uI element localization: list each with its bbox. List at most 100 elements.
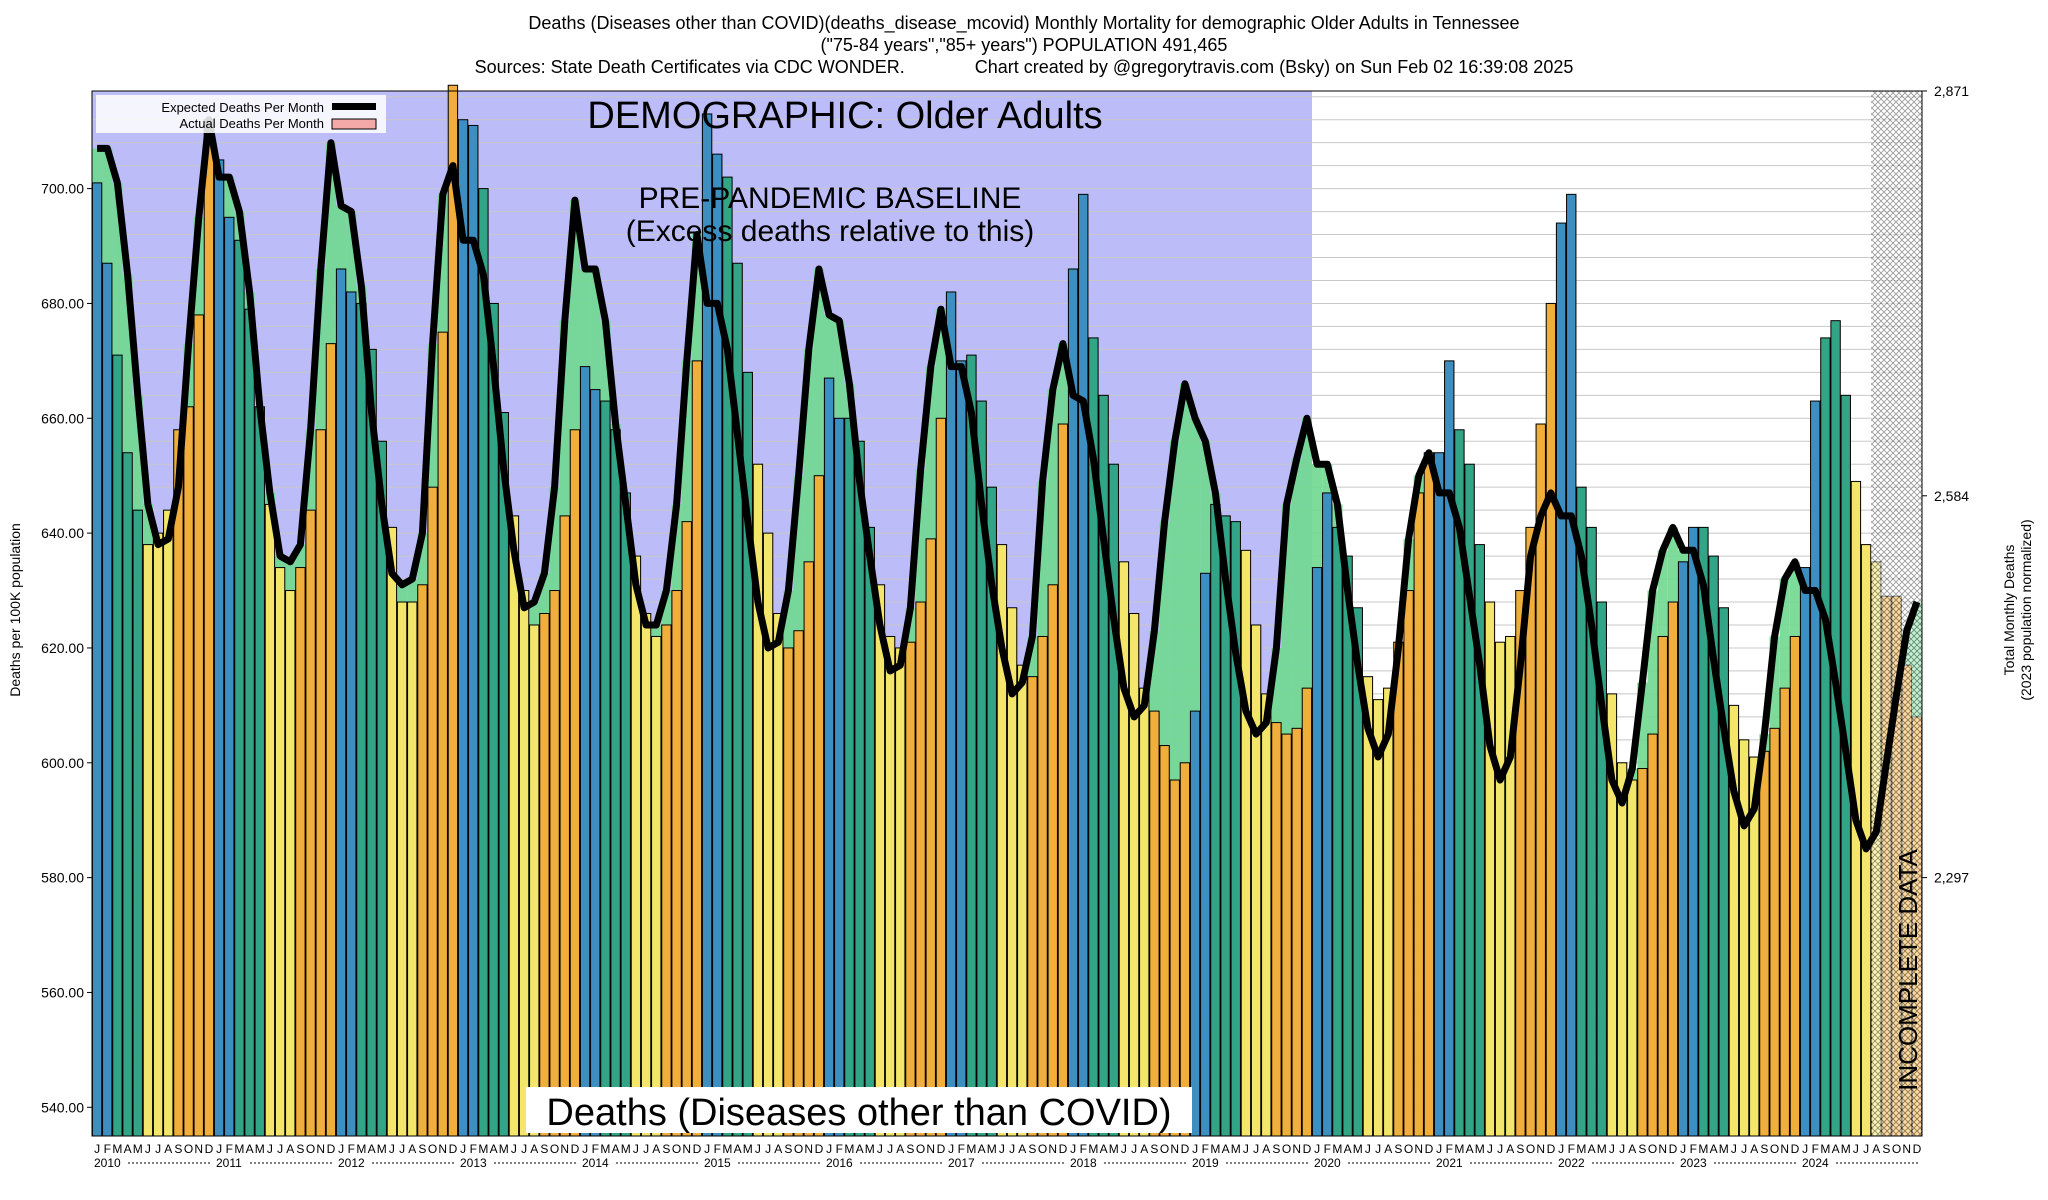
bar-2020-7 (1372, 699, 1384, 1137)
bar-2015-9 (783, 647, 794, 1137)
month-label: N (194, 1142, 203, 1156)
deviation-segment (1312, 464, 1323, 568)
deviation-segment (783, 590, 794, 648)
bar-2017-1 (945, 291, 957, 1137)
bar-2010-3 (112, 354, 123, 1137)
legend-expected-label: Expected Deaths Per Month (161, 100, 324, 115)
axes-layer: 540.00 560.00 580.00 600.00 620.00 640.00 660.… (41, 83, 1969, 1170)
month-label: M (621, 1142, 631, 1156)
deviation-segment (336, 205, 347, 269)
bar-2018-9 (1149, 710, 1160, 1137)
legend-actual-swatch (331, 118, 377, 130)
deviation-segment (92, 148, 103, 183)
month-label: A (1628, 1142, 1636, 1156)
month-label: M (722, 1142, 732, 1156)
bar-2014-4 (610, 429, 621, 1137)
month-label: O (916, 1142, 925, 1156)
bar-2018-12 (1179, 762, 1191, 1137)
month-label: F (1446, 1142, 1453, 1156)
bar-2020-3 (1332, 526, 1343, 1137)
deviation-segment (1149, 630, 1160, 712)
bar-2020-11 (1413, 492, 1424, 1137)
bar-2015-8 (773, 613, 784, 1137)
bar-2016-10 (915, 601, 926, 1137)
bar-2014-11 (681, 521, 692, 1137)
month-label: J (1243, 1142, 1249, 1156)
bar-2011-5 (254, 406, 265, 1137)
bar-2016-9 (905, 641, 916, 1137)
month-label: M (1088, 1142, 1098, 1156)
month-label: J (877, 1142, 883, 1156)
bar-2019-6 (1240, 549, 1252, 1137)
year-label: 2010 (94, 1156, 121, 1170)
bar-2018-7 (1128, 613, 1140, 1137)
month-label: F (1324, 1142, 1331, 1156)
month-label: J (94, 1142, 100, 1156)
bar-2011-12 (325, 343, 337, 1137)
bar-2012-3 (356, 302, 367, 1137)
month-label: D (1425, 1142, 1434, 1156)
deviation-segment (1047, 389, 1058, 585)
month-label: J (1436, 1142, 1442, 1156)
deviation-segment (1037, 481, 1048, 637)
bar-2022-1 (1555, 222, 1567, 1137)
month-label: A (1506, 1142, 1514, 1156)
title-line-2: ("75-84 years","85+ years") POPULATION 4… (820, 35, 1228, 55)
month-label: A (1344, 1142, 1352, 1156)
month-label: F (226, 1142, 233, 1156)
deviation-segment (417, 533, 428, 585)
month-label: J (1192, 1142, 1198, 1156)
month-label: J (1741, 1142, 1747, 1156)
month-label: J (267, 1142, 273, 1156)
deviation-segment (549, 487, 560, 591)
month-label: A (1466, 1142, 1474, 1156)
bar-2019-12 (1301, 687, 1313, 1137)
right-axis-label-2: (2023 population normalized) (2018, 519, 2034, 700)
deviation-segment (529, 602, 540, 625)
year-label: 2012 (338, 1156, 365, 1170)
title-line-3: Sources: State Death Certificates via CD… (474, 57, 1574, 77)
month-label: J (826, 1142, 832, 1156)
bar-2018-5 (1108, 463, 1119, 1137)
deviation-segment (142, 504, 153, 545)
bar-2017-2 (956, 360, 967, 1137)
bar-2017-10 (1037, 635, 1048, 1137)
month-label: N (1292, 1142, 1301, 1156)
right-axis-label-1: Total Monthly Deaths (2001, 545, 2017, 676)
bar-2014-2 (590, 389, 601, 1137)
month-label: A (408, 1142, 416, 1156)
bar-2013-2 (468, 124, 479, 1137)
year-label: 2022 (1558, 1156, 1585, 1170)
bar-2011-4 (244, 308, 255, 1137)
month-label: M (966, 1142, 976, 1156)
month-label: A (1222, 1142, 1230, 1156)
deviation-segment (132, 395, 143, 511)
month-label: O (428, 1142, 437, 1156)
month-label: A (652, 1142, 660, 1156)
month-label: N (1780, 1142, 1789, 1156)
month-label: O (1038, 1142, 1047, 1156)
bar-2016-7 (884, 635, 896, 1137)
month-label: D (327, 1142, 336, 1156)
y-tick-label: 700.00 (41, 181, 84, 197)
bar-2012-8 (407, 601, 418, 1137)
bar-2013-10 (549, 590, 560, 1137)
bar-2015-12 (813, 475, 825, 1137)
deviation-segment (193, 217, 204, 315)
bar-2016-1 (823, 377, 835, 1137)
deviation-segment (1190, 418, 1201, 712)
month-label: A (612, 1142, 620, 1156)
deviation-segment (1057, 343, 1068, 425)
month-label: O (184, 1142, 193, 1156)
legend-actual-label: Actual Deaths Per Month (179, 116, 324, 131)
month-label: D (1791, 1142, 1800, 1156)
deviation-segment (1169, 441, 1180, 781)
bar-2023-11 (1779, 687, 1790, 1137)
month-label: S (540, 1142, 548, 1156)
deviation-segment (824, 314, 835, 379)
month-label: M (133, 1142, 143, 1156)
bar-2010-6 (142, 544, 154, 1137)
bar-2023-12 (1789, 635, 1801, 1137)
deviation-segment (305, 429, 316, 511)
legend-expected-swatch (332, 103, 376, 110)
